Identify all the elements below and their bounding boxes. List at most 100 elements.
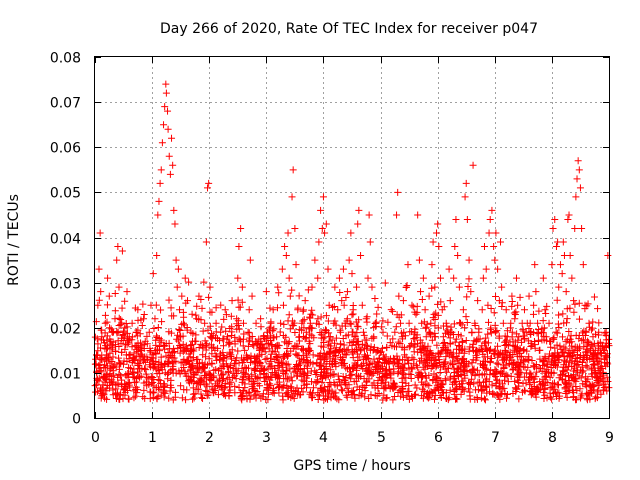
- data-point: [432, 357, 440, 365]
- data-point: [503, 333, 511, 341]
- data-point: [238, 283, 246, 291]
- data-point: [317, 331, 325, 339]
- data-point: [533, 368, 541, 376]
- data-point: [377, 364, 385, 372]
- data-point: [189, 395, 197, 403]
- data-point: [186, 367, 194, 375]
- data-point: [570, 308, 578, 316]
- data-point: [418, 373, 426, 381]
- data-point: [522, 328, 530, 336]
- data-point: [309, 351, 317, 359]
- data-point: [558, 375, 566, 383]
- data-point: [305, 348, 313, 356]
- data-point: [459, 337, 467, 345]
- data-point: [525, 337, 533, 345]
- data-point: [469, 161, 477, 169]
- data-point: [137, 346, 145, 354]
- data-point: [251, 387, 259, 395]
- data-point: [449, 361, 457, 369]
- data-point: [96, 361, 104, 369]
- data-point: [96, 229, 104, 237]
- data-point: [567, 332, 575, 340]
- data-point: [375, 355, 383, 363]
- data-point: [170, 206, 178, 214]
- data-point: [555, 389, 563, 397]
- data-point: [468, 328, 476, 336]
- data-point: [119, 395, 127, 403]
- data-point: [448, 328, 456, 336]
- data-point: [92, 318, 100, 326]
- data-point: [292, 261, 300, 269]
- data-point: [422, 352, 430, 360]
- data-point: [282, 390, 290, 398]
- data-point: [354, 323, 362, 331]
- data-point: [94, 301, 102, 309]
- data-point: [483, 383, 491, 391]
- data-point: [389, 384, 397, 392]
- data-point: [226, 339, 234, 347]
- data-point: [374, 346, 382, 354]
- data-point: [422, 324, 430, 332]
- data-point: [308, 283, 316, 291]
- data-point: [365, 364, 373, 372]
- data-point: [328, 360, 336, 368]
- data-point: [602, 383, 610, 391]
- x-tick-label: 4: [319, 430, 328, 446]
- ticks-layer: [95, 57, 610, 419]
- data-point: [95, 377, 103, 385]
- data-point: [447, 323, 455, 331]
- data-point: [598, 342, 606, 350]
- data-point: [553, 329, 561, 337]
- data-point: [102, 351, 110, 359]
- data-point: [441, 329, 449, 337]
- data-point: [385, 360, 393, 368]
- data-point: [437, 274, 445, 282]
- data-point: [588, 364, 596, 372]
- data-point: [314, 352, 322, 360]
- data-point: [214, 391, 222, 399]
- data-point: [102, 357, 110, 365]
- data-point: [245, 306, 253, 314]
- data-point: [414, 211, 422, 219]
- data-point: [520, 373, 528, 381]
- data-point: [588, 324, 596, 332]
- data-point: [589, 318, 597, 326]
- data-point: [133, 389, 141, 397]
- data-point: [140, 315, 148, 323]
- data-point: [484, 301, 492, 309]
- data-point: [464, 379, 472, 387]
- data-point: [324, 341, 332, 349]
- data-point: [283, 389, 291, 397]
- data-point: [422, 374, 430, 382]
- data-point: [550, 385, 558, 393]
- data-point: [205, 355, 213, 363]
- data-point: [154, 376, 162, 384]
- data-point: [483, 365, 491, 373]
- data-point: [176, 306, 184, 314]
- data-point: [418, 392, 426, 400]
- data-point: [435, 243, 443, 251]
- data-point: [354, 220, 362, 228]
- data-point: [528, 389, 536, 397]
- data-point: [491, 321, 499, 329]
- data-point: [142, 370, 150, 378]
- data-point: [398, 343, 406, 351]
- data-point: [452, 335, 460, 343]
- data-point: [282, 350, 290, 358]
- data-point: [398, 364, 406, 372]
- data-point: [352, 318, 360, 326]
- data-point: [433, 374, 441, 382]
- data-point: [466, 392, 474, 400]
- data-point: [157, 353, 165, 361]
- data-point: [513, 385, 521, 393]
- data-point: [206, 333, 214, 341]
- data-point: [400, 328, 408, 336]
- data-point: [308, 306, 316, 314]
- data-point: [375, 373, 383, 381]
- data-point: [136, 357, 144, 365]
- data-point: [587, 386, 595, 394]
- data-point: [365, 211, 373, 219]
- data-point: [439, 333, 447, 341]
- data-point: [162, 80, 170, 88]
- data-point: [577, 374, 585, 382]
